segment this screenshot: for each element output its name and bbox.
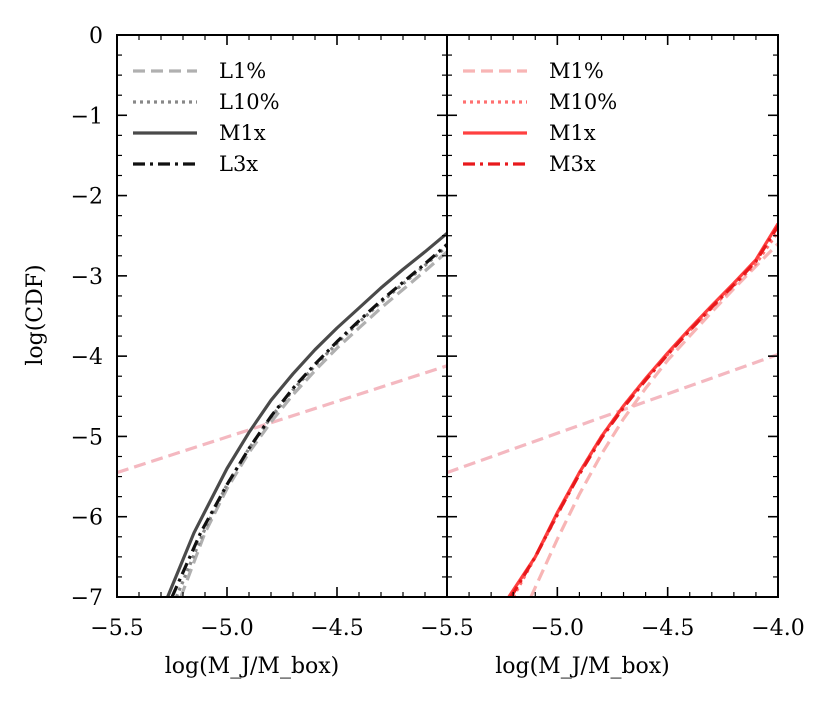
- series-group: [447, 222, 778, 597]
- y-tick-label: −4: [71, 345, 103, 370]
- x-axis-label: log(M_J/M_box): [495, 654, 670, 679]
- series-group: [117, 232, 447, 597]
- legend: L1% L10% M1x L3x: [133, 59, 280, 176]
- x-tick-label: −5.5: [90, 616, 143, 641]
- panel-left: −5.5 −5.0 −4.5 0 −1 −2 −3 −4 −5 −6 −7 log(M_J/M_box…: [71, 24, 448, 679]
- legend-label: L1%: [219, 59, 266, 83]
- series-line-reference: [447, 352, 778, 475]
- series-line-m3x: [509, 225, 778, 597]
- legend-label: L3x: [219, 152, 258, 176]
- legend-label: M10%: [549, 90, 617, 114]
- legend-label: L10%: [219, 90, 280, 114]
- legend-label: M3x: [549, 152, 596, 176]
- y-tick-label: 0: [89, 24, 103, 49]
- plot-frame: [446, 34, 779, 598]
- y-tick-label: −5: [71, 425, 103, 450]
- series-line-m1x: [166, 232, 447, 597]
- plot-frame: [116, 34, 448, 598]
- series-line-l3x: [170, 243, 447, 597]
- y-tick-label: −1: [71, 104, 103, 129]
- x-tick-label: −4.5: [641, 616, 694, 641]
- x-tick-label: −5.0: [200, 616, 253, 641]
- panels-layer: −5.5 −5.0 −4.5 0 −1 −2 −3 −4 −5 −6 −7 log(M_J/M_box…: [71, 24, 805, 679]
- y-axis-label: log(CDF): [23, 264, 48, 365]
- x-tick-label: −4.0: [751, 616, 804, 641]
- legend-label: M1x: [549, 121, 596, 145]
- x-tick-label: −5.0: [531, 616, 584, 641]
- legend-label: M1%: [549, 59, 604, 83]
- series-line-m1: [529, 242, 778, 597]
- panel-right: −5.5 −5.0 −4.5 −4.0 log(M_J/M_box) M1% M10% M1x…: [420, 34, 805, 679]
- y-tick-label: −7: [71, 586, 103, 611]
- y-tick-label: −6: [71, 506, 103, 531]
- x-axis-label: log(M_J/M_box): [165, 654, 340, 679]
- series-line-m10: [511, 230, 778, 597]
- series-line-l1: [179, 250, 447, 597]
- y-tick-label: −2: [71, 185, 103, 210]
- series-line-reference: [117, 364, 447, 475]
- legend-label: M1x: [219, 121, 266, 145]
- x-tick-label: −4.5: [310, 616, 363, 641]
- y-tick-label: −3: [71, 265, 103, 290]
- x-tick-label: −5.5: [420, 616, 473, 641]
- legend: M1% M10% M1x M3x: [463, 59, 617, 176]
- series-line-l10: [174, 244, 447, 597]
